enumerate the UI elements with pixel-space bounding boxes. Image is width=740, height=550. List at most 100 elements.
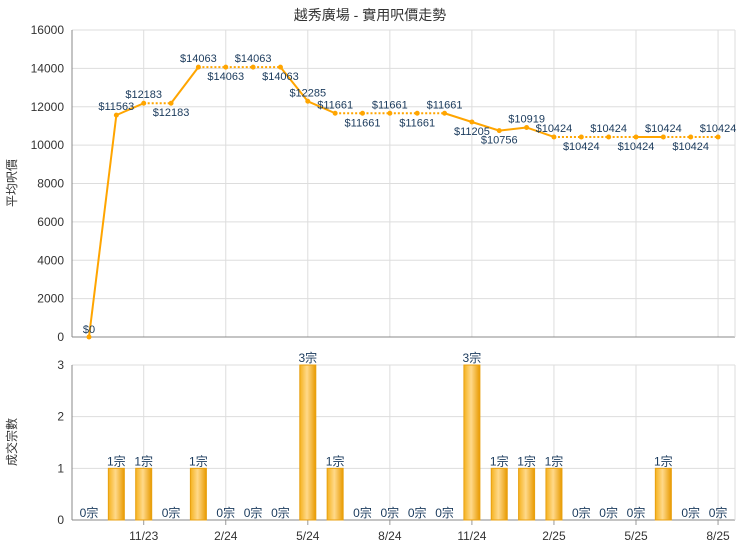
price-point (113, 112, 119, 118)
count-data-label: 0宗 (627, 505, 646, 520)
price-data-label: $11205 (454, 126, 490, 138)
price-point (141, 100, 147, 106)
count-data-label: 0宗 (216, 505, 235, 520)
count-data-label: 1宗 (517, 453, 536, 468)
price-data-label: $11661 (345, 117, 381, 129)
count-bar (463, 364, 481, 521)
count-bar (490, 467, 508, 521)
price-data-label: $12285 (289, 87, 326, 99)
price-point (250, 64, 256, 70)
price-line-segment (279, 66, 309, 102)
price-point (633, 134, 639, 140)
price-data-label: $0 (83, 324, 95, 336)
price-data-label: $10919 (508, 113, 545, 125)
price-line-segment (115, 102, 145, 117)
x-tick-label: 11/23 (129, 529, 158, 543)
count-bar (299, 364, 317, 521)
count-bar (135, 467, 153, 521)
count-bar (189, 467, 207, 521)
count-data-label: 0宗 (599, 505, 618, 520)
count-data-label: 0宗 (408, 505, 427, 520)
count-tick-label: 1 (57, 461, 64, 475)
chart-title: 越秀廣場 - 實用呎價走勢 (294, 7, 446, 23)
count-data-label: 0宗 (80, 505, 99, 520)
price-data-label: $11661 (372, 99, 408, 111)
count-bar (545, 467, 563, 521)
count-data-label: 1宗 (134, 453, 153, 468)
count-bar (654, 467, 672, 521)
price-data-label: $10424 (590, 123, 627, 135)
price-data-label: $10424 (536, 123, 573, 135)
price-data-label: $11661 (317, 99, 353, 111)
price-data-label: $14063 (207, 71, 244, 83)
x-tick-label: 2/25 (542, 529, 566, 543)
price-point (414, 110, 420, 116)
price-data-label: $10424 (645, 123, 682, 135)
x-tick-label: 8/25 (706, 529, 730, 543)
price-tick-label: 8000 (37, 177, 64, 191)
count-data-label: 0宗 (681, 505, 700, 520)
price-tick-label: 12000 (31, 100, 65, 114)
price-data-label: $12183 (125, 89, 162, 101)
x-tick-label: 5/25 (624, 529, 648, 543)
price-data-label: $14063 (235, 53, 272, 65)
count-data-label: 0宗 (353, 505, 372, 520)
price-data-label: $11661 (399, 117, 435, 129)
price-tick-label: 4000 (37, 253, 64, 267)
count-data-label: 3宗 (463, 350, 482, 365)
price-line-segment (526, 126, 555, 138)
price-data-label: $10424 (618, 141, 655, 153)
price-point (442, 110, 448, 116)
price-point (277, 64, 283, 70)
price-point (168, 100, 174, 106)
x-tick-label: 5/24 (296, 529, 320, 543)
count-data-label: 0宗 (162, 505, 181, 520)
price-point (660, 134, 666, 140)
price-tick-label: 0 (57, 330, 64, 344)
x-tick-label: 2/24 (214, 529, 238, 543)
count-data-label: 0宗 (244, 505, 263, 520)
price-point (578, 134, 584, 140)
price-point (496, 128, 502, 134)
price-line-segment (170, 66, 200, 104)
price-tick-label: 16000 (31, 23, 65, 37)
price-data-label: $11661 (427, 99, 463, 111)
count-tick-label: 0 (57, 513, 64, 527)
count-data-label: 1宗 (107, 453, 126, 468)
count-bar (326, 467, 344, 521)
count-data-label: 0宗 (381, 505, 400, 520)
count-data-label: 3宗 (298, 350, 317, 365)
count-data-label: 1宗 (654, 453, 673, 468)
price-tick-label: 2000 (37, 292, 64, 306)
count-data-label: 0宗 (271, 505, 290, 520)
price-point (551, 134, 557, 140)
count-bar (518, 467, 536, 521)
price-line-segment (444, 112, 473, 123)
price-tick-label: 6000 (37, 215, 64, 229)
price-tick-label: 10000 (31, 138, 65, 152)
count-bar (107, 467, 125, 521)
price-data-label: $14063 (262, 71, 299, 83)
price-data-label: $11563 (98, 101, 134, 113)
count-data-label: 0宗 (572, 505, 591, 520)
price-point (332, 110, 338, 116)
count-tick-label: 2 (57, 410, 64, 424)
count-data-label: 1宗 (490, 453, 509, 468)
price-data-label: $10424 (700, 123, 737, 135)
price-data-label: $12183 (153, 107, 190, 119)
count-data-label: 0宗 (435, 505, 454, 520)
price-data-label: $10756 (481, 135, 518, 147)
price-data-label: $10424 (672, 141, 709, 153)
count-data-label: 0宗 (709, 505, 728, 520)
price-point (469, 119, 475, 125)
price-axis-label: 平均呎價 (5, 159, 19, 207)
price-data-label: $10424 (563, 141, 600, 153)
price-point (195, 64, 201, 70)
price-point (387, 110, 393, 116)
price-line-segment (499, 126, 527, 132)
count-axis-label: 成交宗數 (4, 418, 19, 466)
price-tick-label: 14000 (31, 61, 65, 75)
x-tick-label: 8/24 (378, 529, 402, 543)
